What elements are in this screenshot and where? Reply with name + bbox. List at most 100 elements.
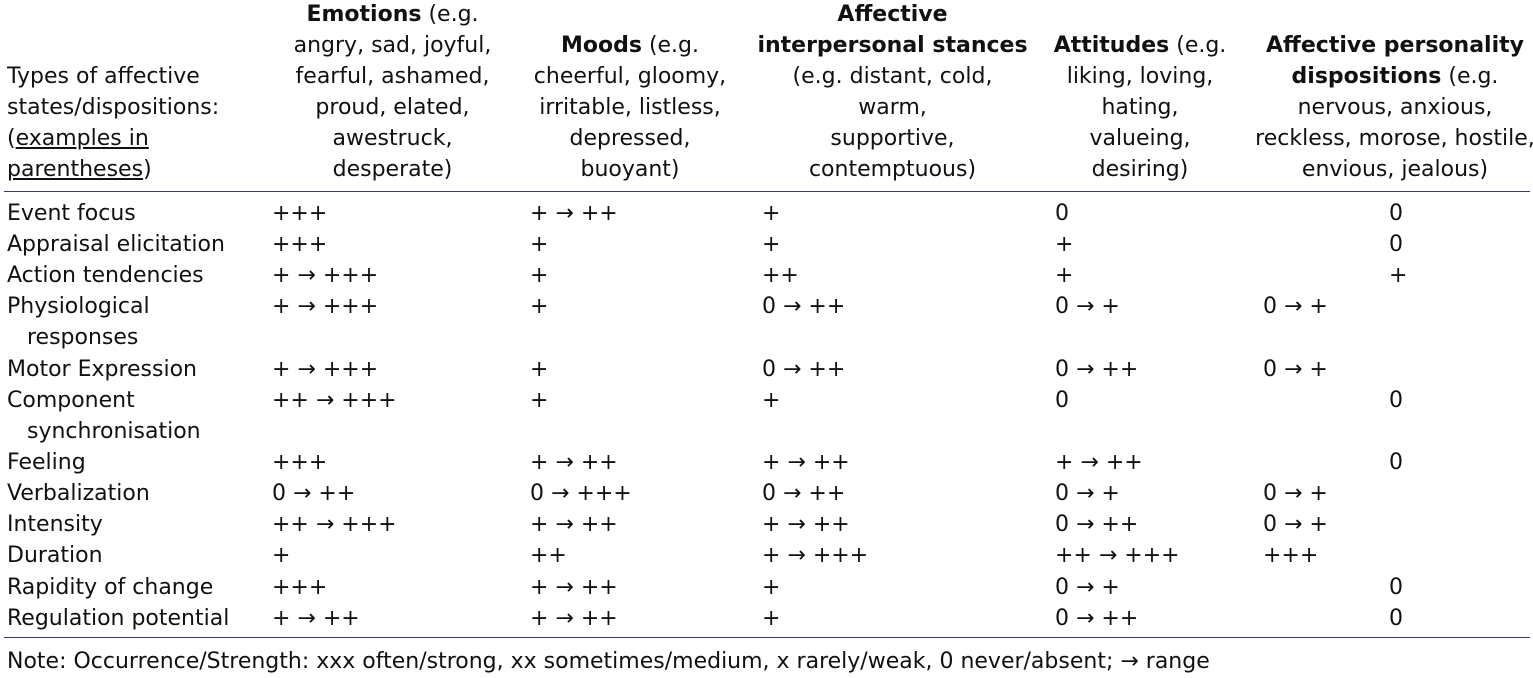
header-row-label-line: (examples in xyxy=(7,123,257,154)
header-title: Affective xyxy=(837,2,948,27)
header-example: fearful, ashamed, xyxy=(295,64,490,89)
cell-emotions: +++ xyxy=(272,450,328,475)
table-header: Types of affective states/dispositions: … xyxy=(0,0,1533,190)
cell-moods: + → ++ xyxy=(530,512,618,537)
header-line: Affective xyxy=(755,0,1030,30)
row-label-text: Event focus xyxy=(7,201,136,226)
header-line: Emotions (e.g. xyxy=(260,0,525,30)
cell-attitudes: 0 xyxy=(1055,201,1069,226)
row-label-text: Regulation potential xyxy=(7,606,230,631)
parentheses-underlined: parentheses xyxy=(7,157,144,182)
cell-stances: + xyxy=(762,575,781,600)
cell-dispositions-right: 0 xyxy=(1389,232,1403,257)
cell-emotions: ++ → +++ xyxy=(272,388,397,413)
header-example: proud, elated, xyxy=(315,95,470,120)
row-label: Event focus xyxy=(7,198,267,229)
header-row-label-line: parentheses) xyxy=(7,154,257,185)
cell-dispositions-right: 0 xyxy=(1389,201,1403,226)
cell-stances: 0 → ++ xyxy=(762,357,846,382)
cell-moods: + → ++ xyxy=(530,606,618,631)
cell-stances: + → +++ xyxy=(762,543,869,568)
cell-dispositions-right: + xyxy=(1389,263,1408,288)
cell-emotions: 0 → ++ xyxy=(272,481,356,506)
header-title: Emotions xyxy=(306,2,422,27)
table-note: Note: Occurrence/Strength: xxx often/str… xyxy=(7,649,1210,674)
header-title: dispositions xyxy=(1291,64,1442,89)
cell-dispositions-right: 0 xyxy=(1389,388,1403,413)
row-label-text: responses xyxy=(27,325,139,350)
row-label-text: Feeling xyxy=(7,450,86,475)
cell-attitudes: 0 → + xyxy=(1055,481,1120,506)
header-title: Affective personality xyxy=(1266,33,1524,58)
header-line: dispositions (e.g. xyxy=(1255,61,1533,92)
paren-open: ( xyxy=(7,126,16,151)
cell-moods: ++ xyxy=(530,543,567,568)
cell-dispositions: +++ xyxy=(1263,543,1319,568)
cell-attitudes: 0 → + xyxy=(1055,294,1120,319)
cell-attitudes: + xyxy=(1055,232,1074,257)
row-label-text: Rapidity of change xyxy=(7,575,214,600)
header-example: desiring) xyxy=(1091,157,1189,182)
header-example: (e.g. distant, cold, warm, xyxy=(792,64,993,120)
cell-moods: + xyxy=(530,263,549,288)
row-label-text: synchronisation xyxy=(27,419,201,444)
cell-dispositions-right: 0 xyxy=(1389,450,1403,475)
cell-attitudes: ++ → +++ xyxy=(1055,543,1180,568)
cell-stances: + xyxy=(762,201,781,226)
cell-moods: + xyxy=(530,357,549,382)
cell-stances: 0 → ++ xyxy=(762,294,846,319)
header-moods: Moods (e.g. cheerful, gloomy, irritable,… xyxy=(525,30,735,185)
header-divider xyxy=(4,191,1530,192)
header-example: (e.g. xyxy=(648,33,700,58)
cell-attitudes: + → ++ xyxy=(1055,450,1143,475)
row-label-text: Duration xyxy=(7,543,103,568)
cell-moods: + → ++ xyxy=(530,201,618,226)
cell-emotions: + → ++ xyxy=(272,606,360,631)
header-example: nervous, anxious, xyxy=(1297,95,1493,120)
header-title: Attitudes xyxy=(1053,33,1170,58)
cell-emotions: + → +++ xyxy=(272,263,379,288)
cell-stances: + xyxy=(762,232,781,257)
cell-stances: + → ++ xyxy=(762,450,850,475)
row-label: Verbalization xyxy=(7,478,267,509)
header-line: Affective personality xyxy=(1255,30,1533,61)
row-label: Intensity xyxy=(7,509,267,540)
header-row-label-line: Types of affective xyxy=(7,64,200,89)
cell-moods: 0 → +++ xyxy=(530,481,632,506)
row-label-text: Action tendencies xyxy=(7,263,204,288)
header-personality-dispositions: Affective personality dispositions (e.g.… xyxy=(1255,30,1533,185)
header-title: interpersonal stances xyxy=(757,33,1028,58)
header-example: contemptuous) xyxy=(808,157,977,182)
row-label: Duration xyxy=(7,540,267,571)
cell-stances: 0 → ++ xyxy=(762,481,846,506)
row-label-text: Appraisal elicitation xyxy=(7,232,225,257)
header-example: buoyant) xyxy=(580,157,680,182)
header-example: supportive, xyxy=(830,126,955,151)
row-label-text: Verbalization xyxy=(7,481,150,506)
cell-dispositions: 0 → + xyxy=(1263,357,1328,382)
header-example: desperate) xyxy=(332,157,453,182)
cell-emotions: + → +++ xyxy=(272,294,379,319)
row-label: Feeling xyxy=(7,447,267,478)
cell-emotions: + xyxy=(272,543,291,568)
header-example: (e.g. xyxy=(1176,33,1227,58)
header-title: Moods xyxy=(560,33,642,58)
cell-dispositions: 0 → + xyxy=(1263,481,1328,506)
header-line: interpersonal stances xyxy=(755,30,1030,61)
cell-moods: + → ++ xyxy=(530,575,618,600)
footer-divider xyxy=(4,637,1530,638)
row-label: Appraisal elicitation xyxy=(7,229,267,260)
header-line: Attitudes (e.g. xyxy=(1040,30,1240,61)
header-example: valueing, xyxy=(1089,126,1191,151)
cell-emotions: +++ xyxy=(272,575,328,600)
header-example: irritable, listless, xyxy=(539,95,721,120)
header-line: Moods (e.g. xyxy=(525,30,735,61)
header-row-label: Types of affective states/dispositions: … xyxy=(7,61,257,185)
row-label-text: Component xyxy=(7,388,135,413)
cell-attitudes: 0 → ++ xyxy=(1055,606,1139,631)
row-label: Rapidity of change xyxy=(7,572,267,603)
cell-stances: + → ++ xyxy=(762,512,850,537)
row-label: Physiological responses xyxy=(7,291,267,353)
header-example: reckless, morose, hostile, xyxy=(1255,126,1533,151)
